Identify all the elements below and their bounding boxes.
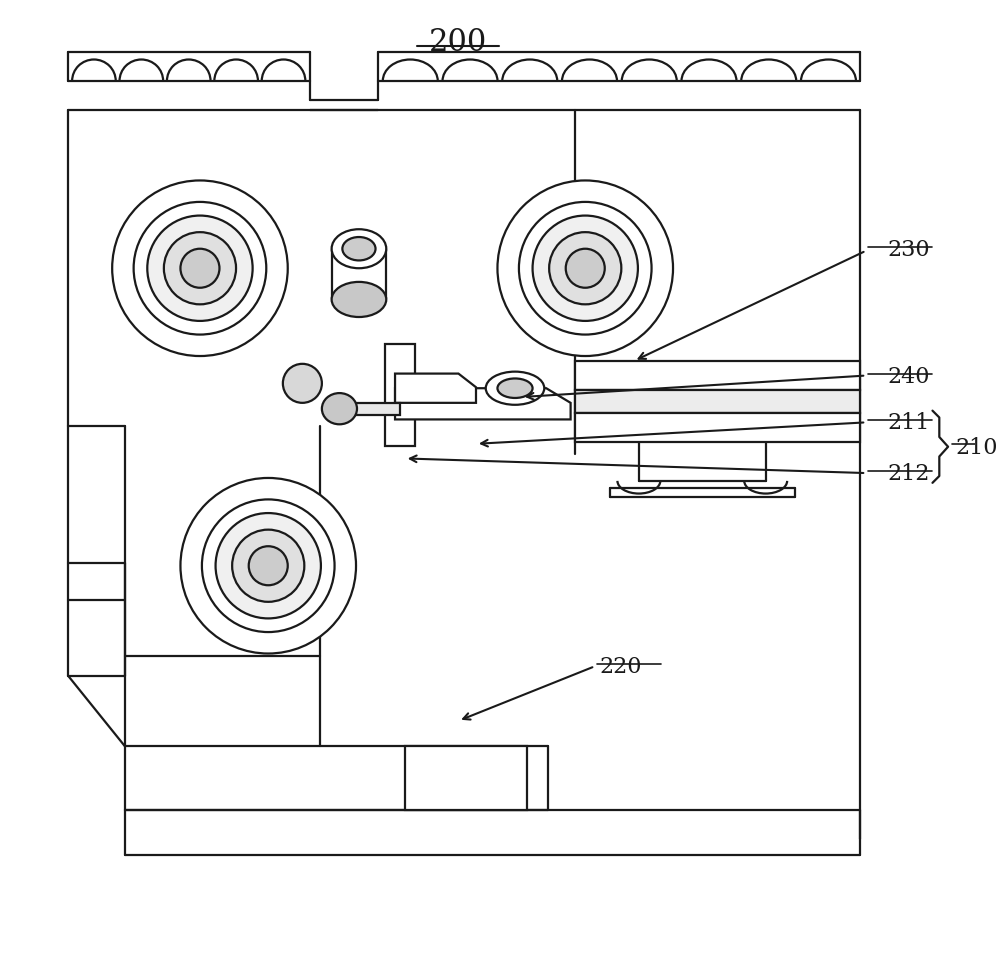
Text: 211: 211 (888, 412, 930, 434)
Ellipse shape (342, 238, 376, 261)
Text: 212: 212 (888, 462, 930, 484)
Ellipse shape (332, 283, 386, 317)
Polygon shape (395, 375, 476, 403)
Polygon shape (405, 746, 527, 810)
Text: 240: 240 (888, 365, 930, 387)
Polygon shape (395, 389, 571, 420)
Text: 200: 200 (429, 28, 488, 58)
Ellipse shape (549, 233, 621, 305)
Ellipse shape (497, 181, 673, 356)
Text: 230: 230 (888, 238, 930, 260)
Ellipse shape (486, 373, 544, 405)
Text: 220: 220 (600, 656, 642, 678)
Ellipse shape (180, 250, 219, 289)
Ellipse shape (164, 233, 236, 305)
Ellipse shape (180, 478, 356, 654)
Polygon shape (332, 403, 400, 416)
Ellipse shape (112, 181, 288, 356)
Ellipse shape (519, 203, 652, 335)
Polygon shape (385, 345, 415, 446)
Ellipse shape (533, 216, 638, 321)
Ellipse shape (147, 216, 253, 321)
Ellipse shape (332, 230, 386, 269)
Polygon shape (575, 414, 860, 442)
Polygon shape (575, 391, 860, 414)
Ellipse shape (134, 203, 266, 335)
Ellipse shape (232, 530, 304, 602)
Ellipse shape (283, 364, 322, 403)
Ellipse shape (566, 250, 605, 289)
Text: 210: 210 (956, 436, 998, 458)
Ellipse shape (497, 379, 533, 398)
Ellipse shape (322, 394, 357, 425)
Ellipse shape (216, 514, 321, 618)
Polygon shape (575, 361, 860, 391)
Ellipse shape (249, 547, 288, 586)
Ellipse shape (202, 500, 335, 633)
